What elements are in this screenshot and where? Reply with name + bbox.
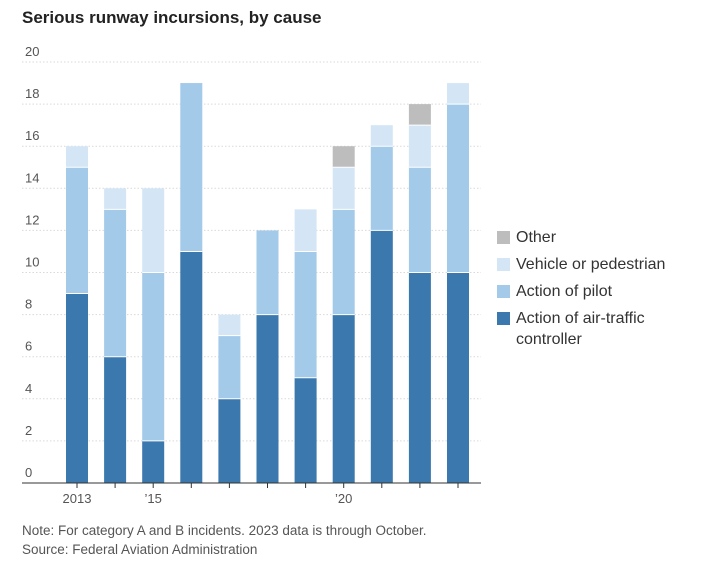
legend-swatch xyxy=(497,231,510,244)
x-axis-tick-labels: 2013 ’15 ’20 xyxy=(63,491,353,506)
bar-segment: 2019 Vehicle or pedestrian: 2 xyxy=(294,209,317,252)
bar-segment: 2022 Other: 1 xyxy=(408,104,431,126)
bar-segment: 2021 Action of pilot: 4 xyxy=(370,146,393,231)
y-tick-label: 18 xyxy=(25,86,39,101)
bar-segment: 2023 Action of pilot: 8 xyxy=(447,104,469,273)
bar-segment: 2015 Action of air-traffic controller: 2 xyxy=(142,440,165,483)
bar-segment: 2016 Action of air-traffic controller: 1… xyxy=(180,251,203,483)
legend-label: Vehicle or pedestrian xyxy=(516,256,666,273)
grid-lines xyxy=(22,61,481,442)
legend-label: Action of air-traffic controller xyxy=(516,310,645,348)
bar-segment: 2021 Vehicle or pedestrian: 1 xyxy=(370,125,393,147)
chart-title: Serious runway incursions, by cause xyxy=(22,8,322,27)
source-note: Source: Federal Aviation Administration xyxy=(22,542,258,557)
bars: 2013 Action of air-traffic controller: 9… xyxy=(66,83,469,483)
x-axis xyxy=(22,482,481,488)
bar-segment: 2019 Action of pilot: 6 xyxy=(294,251,317,378)
legend-swatch xyxy=(497,312,510,325)
bar-segment: 2014 Action of pilot: 7 xyxy=(104,209,127,357)
bar-segment: 2022 Action of air-traffic controller: 1… xyxy=(408,272,431,483)
y-tick-label: 20 xyxy=(25,44,39,59)
y-tick-label: 10 xyxy=(25,255,39,270)
x-tick-label: ’15 xyxy=(145,491,162,506)
y-tick-label: 6 xyxy=(25,339,32,354)
bar-segment: 2017 Action of air-traffic controller: 4 xyxy=(218,398,241,483)
y-tick-label: 2 xyxy=(25,423,32,438)
legend: Other Vehicle or pedestrian Action of pi… xyxy=(497,227,696,356)
bar-segment: 2023 Vehicle or pedestrian: 1 xyxy=(447,83,469,105)
bar-segment: 2021 Action of air-traffic controller: 1… xyxy=(370,230,393,483)
bar-segment: 2014 Vehicle or pedestrian: 1 xyxy=(104,188,127,210)
bar-segment: 2013 Action of pilot: 6 xyxy=(66,167,88,294)
y-tick-label: 16 xyxy=(25,128,39,143)
stacked-bar-chart: 0 2 4 6 8 10 12 14 16 18 20 2013 Action of air-tra… xyxy=(22,44,481,506)
y-axis-tick-labels: 0 2 4 6 8 10 12 14 16 18 20 xyxy=(25,44,39,480)
legend-label: Other xyxy=(516,229,557,246)
legend-item-action-of-air-traffic-controller: Action of air-traffic controller xyxy=(497,308,696,350)
x-tick-label: 2013 xyxy=(63,491,92,506)
y-tick-label: 4 xyxy=(25,381,32,396)
legend-swatch xyxy=(497,258,510,271)
footnote: Note: For category A and B incidents. 20… xyxy=(22,523,427,538)
y-tick-label: 12 xyxy=(25,212,39,227)
bar-segment: 2015 Action of pilot: 8 xyxy=(142,272,165,441)
bar-segment: 2022 Action of pilot: 5 xyxy=(408,167,431,273)
bar-segment: 2018 Action of pilot: 4 xyxy=(256,230,279,315)
legend-label: Action of pilot xyxy=(516,283,613,300)
legend-swatch xyxy=(497,285,510,298)
bar-segment: 2023 Action of air-traffic controller: 1… xyxy=(447,272,469,483)
y-tick-label: 8 xyxy=(25,297,32,312)
bar-segment: 2016 Action of pilot: 8 xyxy=(180,83,203,252)
bar-segment: 2022 Vehicle or pedestrian: 2 xyxy=(408,125,431,168)
legend-item-other: Other xyxy=(497,227,696,248)
legend-item-action-of-pilot: Action of pilot xyxy=(497,281,696,302)
bar-segment: 2015 Vehicle or pedestrian: 4 xyxy=(142,188,165,273)
y-tick-label: 14 xyxy=(25,170,39,185)
bar-segment: 2017 Vehicle or pedestrian: 1 xyxy=(218,314,241,336)
bar-segment: 2013 Action of air-traffic controller: 9 xyxy=(66,293,88,483)
legend-item-vehicle-or-pedestrian: Vehicle or pedestrian xyxy=(497,254,696,275)
bar-segment: 2019 Action of air-traffic controller: 5 xyxy=(294,377,317,483)
bar-segment: 2017 Action of pilot: 3 xyxy=(218,335,241,399)
x-tick-label: ’20 xyxy=(335,491,352,506)
bar-segment: 2013 Vehicle or pedestrian: 1 xyxy=(66,146,88,168)
bar-segment: 2014 Action of air-traffic controller: 6 xyxy=(104,356,127,483)
y-tick-label: 0 xyxy=(25,465,32,480)
bar-segment: 2018 Action of air-traffic controller: 8 xyxy=(256,314,279,483)
